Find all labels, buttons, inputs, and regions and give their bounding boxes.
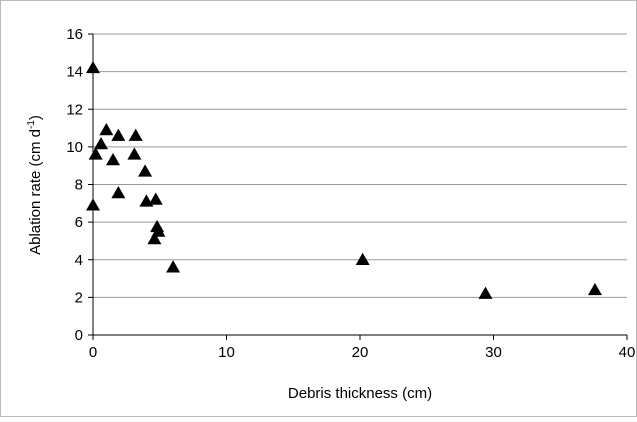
point bbox=[111, 185, 126, 199]
y-tick-label: 6 bbox=[75, 214, 83, 231]
x-tick-label: 30 bbox=[485, 344, 502, 361]
point bbox=[587, 282, 602, 296]
point bbox=[86, 60, 100, 74]
y-axis-label-end: ) bbox=[27, 115, 44, 120]
y-tick-label: 14 bbox=[66, 64, 83, 81]
y-axis-label-main: Ablation rate (cm d bbox=[27, 129, 44, 255]
x-axis-label: Debris thickness (cm) bbox=[288, 385, 432, 402]
x-tick-label: 40 bbox=[619, 344, 636, 361]
point bbox=[166, 260, 181, 273]
y-axis-label: Ablation rate (cm d-1) bbox=[26, 115, 44, 255]
point bbox=[355, 252, 370, 265]
y-tick-label: 12 bbox=[66, 101, 83, 118]
y-tick-label: 16 bbox=[66, 26, 83, 43]
point bbox=[94, 137, 109, 150]
y-tick-label: 8 bbox=[75, 177, 83, 194]
y-tick-label: 4 bbox=[75, 252, 83, 269]
y-tick-label: 2 bbox=[75, 289, 83, 306]
point bbox=[148, 192, 163, 205]
point bbox=[88, 147, 103, 160]
point bbox=[106, 153, 121, 166]
y-axis-label-sup: -1 bbox=[26, 120, 37, 129]
point bbox=[147, 232, 162, 245]
x-tick-label: 0 bbox=[89, 344, 97, 361]
x-tick-label: 20 bbox=[352, 344, 369, 361]
point bbox=[111, 128, 126, 141]
point bbox=[138, 164, 153, 177]
point bbox=[478, 286, 493, 299]
point bbox=[99, 122, 114, 136]
point bbox=[128, 128, 143, 141]
point bbox=[86, 198, 100, 211]
x-tick-label: 10 bbox=[218, 344, 235, 361]
y-tick-label: 0 bbox=[75, 327, 83, 344]
point bbox=[127, 147, 142, 160]
y-tick-label: 10 bbox=[66, 139, 83, 156]
